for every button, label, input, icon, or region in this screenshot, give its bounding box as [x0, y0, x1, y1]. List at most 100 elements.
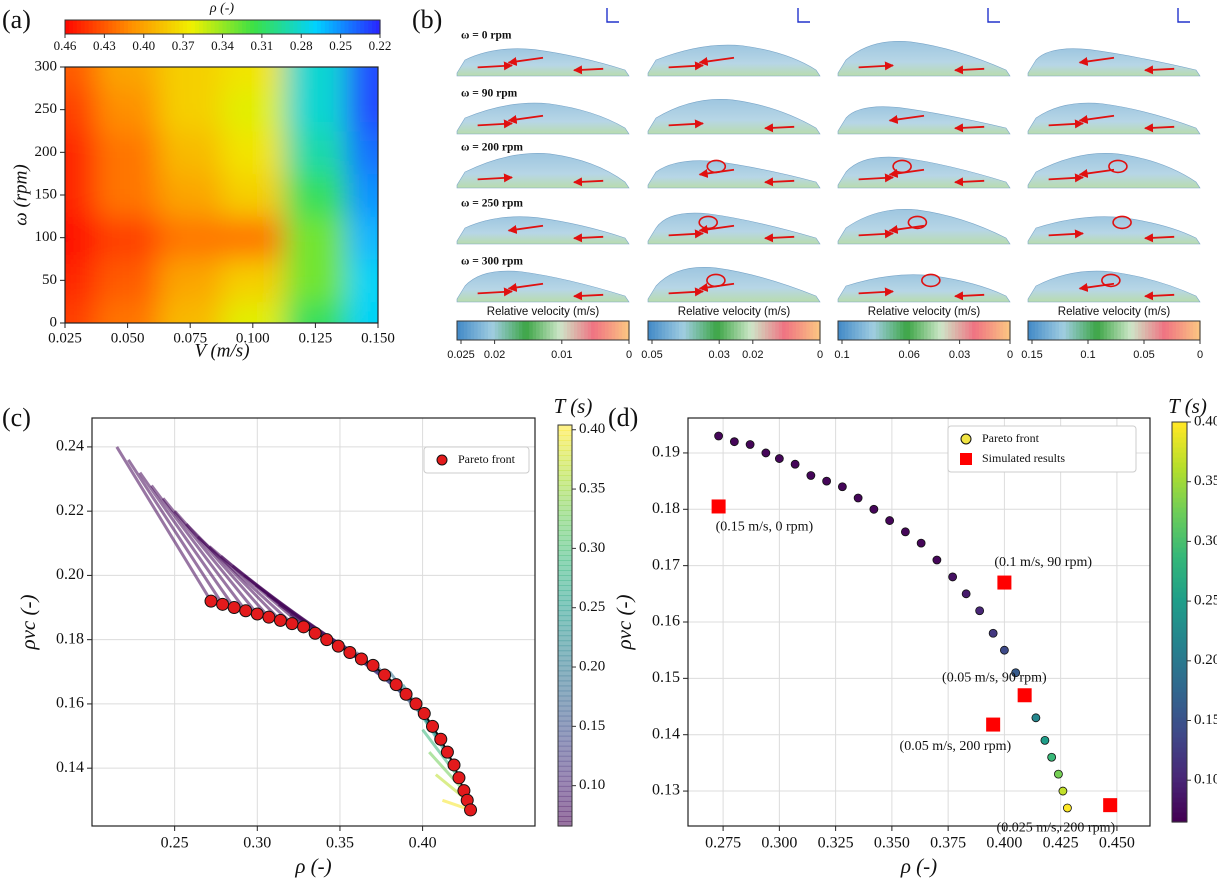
colorbar-slice [1172, 437, 1187, 443]
colorbar-slice [1172, 567, 1187, 573]
flow-vortex [921, 273, 941, 288]
colorbar-slice [910, 321, 915, 340]
flow-arrow [668, 287, 704, 297]
contour-cell [284, 131, 348, 175]
colorbar-slice [591, 321, 596, 340]
colorbar-slice [754, 321, 759, 340]
flow-arrow [1078, 56, 1115, 66]
pareto-point [434, 732, 448, 746]
pareto-point [285, 617, 299, 631]
flow-arrow [954, 123, 985, 133]
colorbar-slice [558, 775, 572, 782]
flow-arrow [668, 61, 704, 71]
colorbar-slice [855, 321, 860, 340]
pareto-point [204, 594, 218, 608]
flow-arrow [477, 173, 513, 183]
pareto-point [262, 610, 276, 624]
colorbar-slice [678, 321, 683, 340]
colorbar-slice [661, 321, 666, 340]
colorbar-slice [558, 555, 572, 561]
colorbar-slice [1141, 321, 1146, 340]
colorbar-slice [167, 20, 172, 34]
colorbar-slice [1172, 617, 1187, 623]
colorbar-slice [558, 560, 572, 566]
y-tick-label: 0 [50, 314, 58, 330]
colorbar-slice [558, 690, 572, 697]
colorbar-tick-label: 0.25 [579, 599, 605, 615]
colorbar-slice [1172, 442, 1187, 448]
colorbar-slice [893, 321, 898, 340]
colorbar-tick-label: 0.03 [708, 349, 729, 361]
flow-arrow [668, 119, 704, 129]
colorbar-slice [558, 450, 572, 456]
colorbar-title: T (s) [1168, 394, 1207, 418]
colorbar-slice [1076, 321, 1081, 340]
colorbar-slice [348, 20, 354, 34]
colorbar-slice [1089, 321, 1094, 340]
colorbar-slice [930, 321, 935, 340]
pareto-point [216, 597, 230, 611]
colorbar-tick-label: 0.28 [290, 38, 313, 53]
flow-heap [647, 212, 821, 245]
flow-arrow [1078, 282, 1115, 292]
contour-cell [284, 216, 348, 260]
colorbar-slice [470, 321, 475, 340]
pareto-point [1040, 735, 1050, 745]
pareto-point [869, 504, 879, 514]
colorbar-slice [1055, 321, 1060, 340]
x-tick-label: 0.35 [326, 835, 354, 852]
colorbar-tick-label: 0.35 [1194, 473, 1217, 489]
contour-cell [158, 67, 222, 89]
colorbar-slice [529, 321, 534, 340]
colorbar-slice [1172, 697, 1187, 703]
x-tick-label: 0.275 [705, 835, 741, 852]
pareto-point [837, 482, 847, 492]
colorbar-slice [183, 20, 188, 34]
colorbar-slice [789, 321, 794, 340]
flow-arrow [858, 173, 894, 183]
colorbar-slice [508, 321, 513, 340]
colorbar-slice [699, 321, 704, 340]
colorbar-slice [682, 321, 687, 340]
colorbar-slice [131, 20, 137, 34]
colorbar-slice [961, 321, 966, 340]
flow-heap [837, 156, 1011, 189]
colorbar-slice [1172, 667, 1187, 673]
pareto-point [343, 646, 357, 660]
colorbar-slice [703, 321, 708, 340]
flow-heap [1027, 153, 1201, 189]
colorbar-slice [706, 321, 711, 340]
colorbar-slice [1172, 562, 1187, 568]
colorbar-slice [1172, 747, 1187, 753]
flow-arrow [573, 291, 604, 301]
colorbar-slice [246, 20, 251, 34]
colorbar-slice [491, 321, 496, 340]
colorbar-slice [1117, 321, 1122, 340]
colorbar-slice [734, 321, 739, 340]
colorbar-slice [558, 615, 572, 622]
colorbar-tick-label: 0.03 [949, 349, 970, 361]
colorbar-slice [460, 321, 465, 340]
contour-cell [65, 67, 97, 89]
colorbar-slice [340, 20, 346, 34]
colorbar-slice [838, 321, 843, 340]
colorbar-slice [112, 20, 117, 34]
colorbar-slice [1107, 321, 1112, 340]
colorbar-frame [456, 320, 630, 341]
y-tick-label: 50 [42, 272, 57, 288]
colorbar-slice [740, 321, 745, 340]
colorbar-tick-label: 0.10 [579, 777, 605, 793]
colorbar-slice [558, 490, 572, 496]
flow-arrow [1078, 114, 1115, 124]
colorbar-slice [1065, 321, 1070, 340]
colorbar-slice [525, 321, 530, 340]
pareto-point [308, 626, 322, 640]
contour-cell [65, 88, 97, 132]
y-tick-label: 0.15 [652, 669, 680, 686]
y-tick-label: 250 [35, 101, 58, 117]
colorbar-slice [522, 321, 527, 340]
colorbar-slice [1172, 572, 1187, 578]
colorbar-slice [498, 321, 503, 340]
flow-arrow [698, 56, 735, 66]
colorbar-slice [1172, 537, 1187, 543]
